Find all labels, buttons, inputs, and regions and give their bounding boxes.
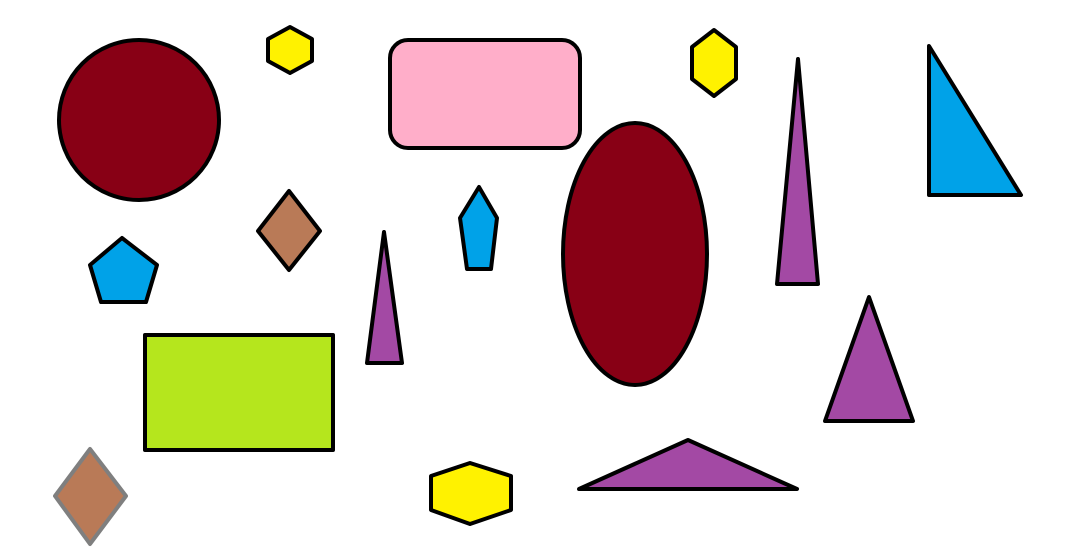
purple-triangle-right: [823, 295, 915, 423]
pink-rounded-rectangle: [388, 38, 582, 150]
yellow-hexagon-bottom: [429, 461, 513, 526]
brown-diamond: [256, 189, 322, 272]
blue-pentagon-left: [88, 236, 159, 304]
blue-pentagon-narrow: [458, 185, 499, 271]
lime-rectangle: [143, 333, 335, 452]
brown-diamond-bottom: [53, 447, 128, 546]
dark-red-ellipse: [561, 121, 709, 387]
dark-red-circle: [57, 38, 221, 202]
purple-wide-triangle: [577, 438, 799, 491]
yellow-hexagon-tall: [690, 28, 738, 98]
purple-tall-triangle-right: [775, 57, 820, 286]
blue-right-triangle: [927, 44, 1023, 197]
yellow-hexagon-small: [266, 25, 314, 75]
purple-thin-triangle: [365, 230, 404, 365]
